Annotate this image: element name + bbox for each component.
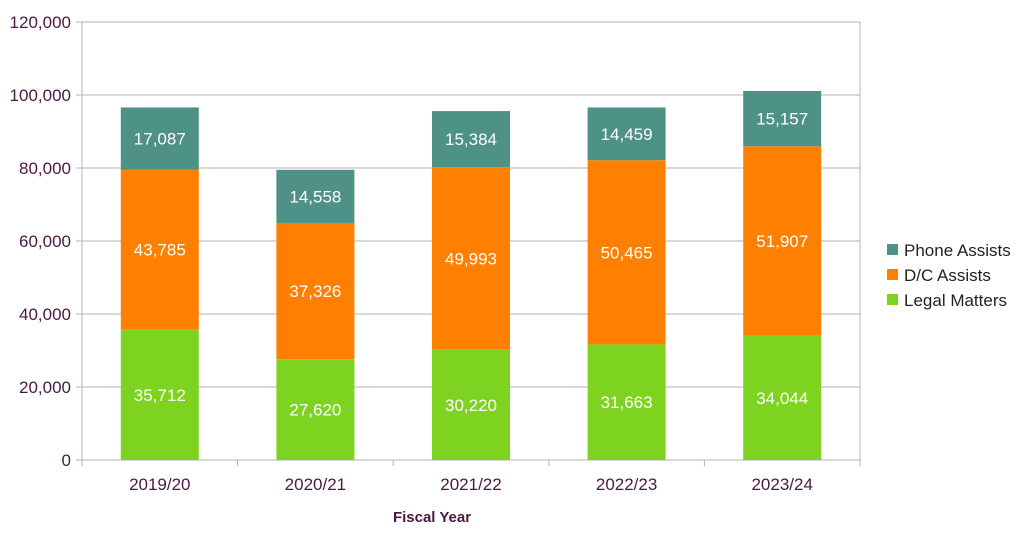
data-label: 49,993: [445, 249, 497, 268]
bar-segment: [743, 90, 822, 147]
data-label: 15,157: [756, 110, 808, 129]
x-tick-label: 2022/23: [596, 475, 657, 494]
bar-segment: [276, 359, 355, 460]
data-label: 17,087: [134, 130, 186, 149]
x-tick-label: 2021/22: [440, 475, 501, 494]
data-label: 27,620: [289, 401, 341, 420]
bar-segment: [432, 167, 510, 350]
data-label: 51,907: [756, 232, 808, 251]
data-label: 15,384: [445, 130, 497, 149]
x-tick-label: 2020/21: [285, 475, 346, 494]
legend-swatch: [887, 269, 898, 280]
data-label: 14,558: [289, 187, 341, 206]
legend-label: D/C Assists: [904, 266, 991, 285]
legend-label: Phone Assists: [904, 241, 1011, 260]
data-label: 30,220: [445, 396, 497, 415]
y-tick-label: 120,000: [10, 13, 71, 32]
bar-segment: [276, 222, 355, 360]
y-axis-ticks: 0 20,000 40,000 60,000 80,000 100,000 120,000: [10, 13, 82, 470]
x-axis-ticks: 2019/20 2020/21 2021/22 2022/23 2023/24: [81, 460, 861, 494]
data-label: 34,044: [756, 389, 808, 408]
data-label: 35,712: [134, 386, 186, 405]
bar-segment: [743, 335, 822, 460]
x-tick-label: 2023/24: [751, 475, 812, 494]
y-tick-label: 20,000: [19, 378, 71, 397]
bar-segment: [432, 349, 510, 460]
bar-segment: [587, 160, 666, 345]
bar-segment: [587, 344, 666, 460]
y-tick-label: 100,000: [10, 86, 71, 105]
bars: 35,712 43,785 17,087 27,620 37,326 14,558 30,2…: [120, 90, 822, 460]
bar-segment: [587, 107, 666, 161]
y-tick-label: 0: [62, 451, 71, 470]
bar-segment: [120, 169, 199, 330]
data-label: 31,663: [601, 393, 653, 412]
x-tick-label: 2019/20: [129, 475, 190, 494]
legend-label: Legal Matters: [904, 291, 1007, 310]
y-tick-label: 40,000: [19, 305, 71, 324]
bar-segment: [743, 146, 822, 336]
bar-segment: [120, 107, 199, 170]
y-tick-label: 60,000: [19, 232, 71, 251]
legend: Phone Assists D/C Assists Legal Matters: [887, 241, 1011, 310]
data-label: 43,785: [134, 241, 186, 260]
y-tick-label: 80,000: [19, 159, 71, 178]
bar-segment: [276, 169, 355, 223]
data-label: 14,459: [601, 125, 653, 144]
data-label: 37,326: [289, 282, 341, 301]
bar-segment: [432, 111, 510, 168]
x-axis-label: Fiscal Year: [393, 509, 471, 526]
legend-swatch: [887, 294, 898, 305]
bar-segment: [120, 329, 199, 460]
legend-swatch: [887, 244, 898, 255]
data-label: 50,465: [601, 243, 653, 262]
